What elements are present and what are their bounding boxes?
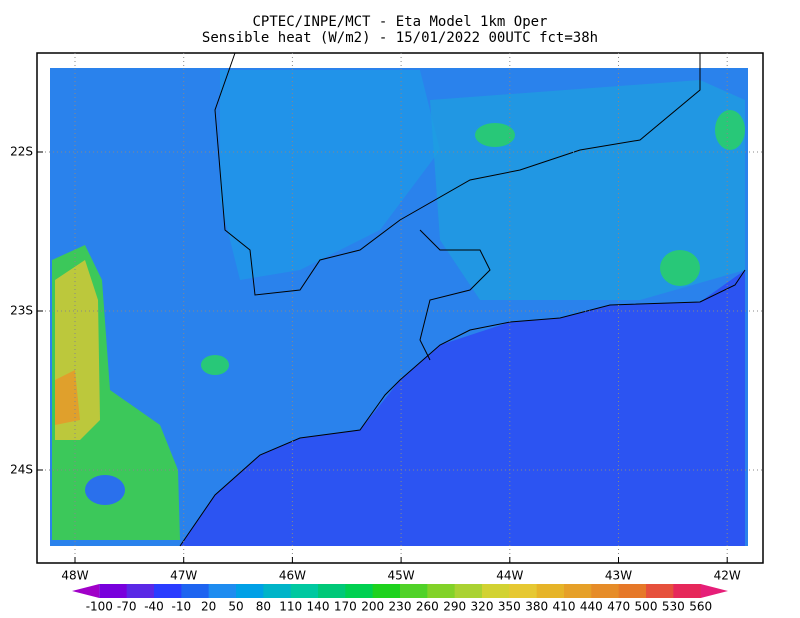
lon-label: 48W	[61, 569, 88, 583]
lon-label: 45W	[388, 569, 415, 583]
colorbar-cell	[154, 584, 182, 598]
colorbar-label: 170	[334, 600, 357, 614]
colorbar-cell	[454, 584, 483, 598]
colorbar-label: -100	[86, 600, 113, 614]
border	[214, 52, 701, 296]
colorbar-label: 20	[201, 600, 216, 614]
lon-label: 43W	[605, 569, 632, 583]
ocean	[180, 270, 745, 546]
colorbar-label: 200	[361, 600, 384, 614]
colorbar-cell	[673, 584, 702, 598]
colorbar-label: 560	[689, 600, 712, 614]
lat-label: 23S	[10, 304, 33, 318]
colorbar-cell	[482, 584, 510, 598]
colorbar-label: 80	[256, 600, 271, 614]
lon-label: 47W	[170, 569, 197, 583]
colorbar-end	[700, 584, 728, 598]
grid: 22S 23S 24S 48W 47W 46W 45W 44W 43W 42W	[10, 53, 763, 583]
colorbar-label: 380	[525, 600, 548, 614]
colorbar-label: -70	[117, 600, 137, 614]
colorbar-label: -10	[172, 600, 192, 614]
colorbar-cell	[236, 584, 264, 598]
colorbar-cell	[646, 584, 674, 598]
colorbar-cell	[290, 584, 319, 598]
colorbar-label: 230	[389, 600, 412, 614]
blob	[201, 355, 229, 375]
colorbar-cell	[208, 584, 237, 598]
colorbar-cell	[509, 584, 538, 598]
colorbar-label: 530	[662, 600, 685, 614]
colorbar-cell	[372, 584, 401, 598]
colorbar-label: 350	[498, 600, 521, 614]
colorbar-cell	[591, 584, 620, 598]
colorbar-cell	[318, 584, 346, 598]
hot-core	[55, 370, 80, 425]
colorbar-label: 440	[580, 600, 603, 614]
colorbar-cell	[564, 584, 592, 598]
colorbar-label: 140	[307, 600, 330, 614]
colorbar-label: 110	[279, 600, 302, 614]
blob	[475, 123, 515, 147]
lon-label: 44W	[496, 569, 523, 583]
coastline	[179, 269, 746, 547]
colorbar-cell	[400, 584, 428, 598]
colorbar-cell	[427, 584, 456, 598]
lon-label: 46W	[279, 569, 306, 583]
colorbar-label: 500	[635, 600, 658, 614]
subtitle: Sensible heat (W/m2) - 15/01/2022 00UTC …	[202, 30, 598, 46]
colorbar-cell	[536, 584, 565, 598]
colorbar-cell	[126, 584, 155, 598]
colorbar-cell	[99, 584, 128, 598]
blob	[660, 250, 700, 286]
lat-label: 22S	[10, 145, 33, 159]
land-patch	[220, 70, 440, 280]
colorbar-label: 260	[416, 600, 439, 614]
colorbar-label: 50	[228, 600, 243, 614]
colorbar-label: -40	[144, 600, 164, 614]
colorbar: -100 -70 -40 -10 20 50 80 110 140 170 200 230 260 290…	[72, 584, 728, 614]
colorbar-label: 410	[553, 600, 576, 614]
lon-label: 42W	[714, 569, 741, 583]
blob	[85, 475, 125, 505]
lat-label: 24S	[10, 463, 33, 477]
colorbar-cell	[263, 584, 292, 598]
colorbar-label: 470	[607, 600, 630, 614]
colorbar-cell	[618, 584, 647, 598]
colorbar-cell	[345, 584, 374, 598]
colorbar-label: 290	[443, 600, 466, 614]
colorbar-cell	[181, 584, 210, 598]
border	[419, 229, 491, 361]
field	[50, 68, 748, 546]
colorbar-label: 320	[471, 600, 494, 614]
colorbar-end	[72, 584, 100, 598]
title: CPTEC/INPE/MCT - Eta Model 1km Oper	[252, 14, 547, 30]
blob	[715, 110, 745, 150]
